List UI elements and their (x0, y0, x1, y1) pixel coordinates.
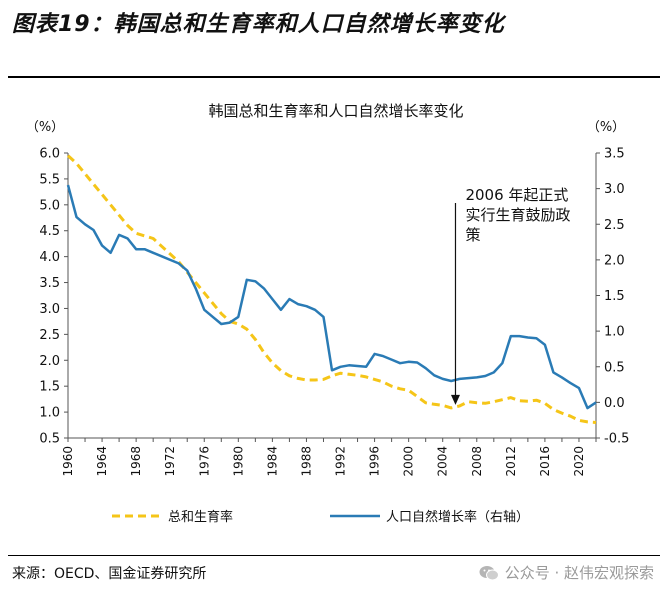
y-right-tick-label: 1.5 (604, 289, 625, 304)
y-right-tick-label: 1.0 (604, 325, 625, 340)
watermark-text: 公众号 · 赵伟宏观探索 (504, 564, 654, 582)
y-right-tick-label: -0.5 (604, 432, 629, 447)
x-tick-label: 2016 (538, 446, 552, 477)
y-left-tick-label: 2.0 (39, 354, 60, 369)
legend: 总和生育率 人口自然增长率（右轴） (112, 509, 529, 525)
y-right-tick-label: 2.5 (604, 218, 625, 233)
y-left-tick-label: 2.5 (39, 328, 60, 343)
x-tick-label: 2012 (504, 446, 518, 477)
axes: 0.5 1.0 1.5 2.0 2.5 3.0 3.5 4.0 4.5 5.0 5.5 6.0 -0.5… (39, 147, 629, 477)
y-left-tick-label: 5.5 (39, 172, 60, 187)
annotation-text-line: 实行生育鼓励政 (465, 206, 570, 224)
legend-label: 人口自然增长率（右轴） (386, 509, 529, 525)
source-note: 来源：OECD、国金证券研究所 (12, 566, 207, 582)
y-left-tick-label: 6.0 (39, 147, 60, 162)
source-divider (8, 555, 660, 556)
y-left-tick-label: 4.0 (39, 250, 60, 265)
x-tick-label: 1980 (231, 446, 245, 477)
y-left-tick-label: 4.5 (39, 224, 60, 239)
y-right-tick-label: 0.5 (604, 360, 625, 375)
y-axis-right-label: （%） (587, 120, 625, 135)
x-tick-label: 2004 (436, 446, 450, 477)
y-left-tick-label: 3.5 (39, 276, 60, 291)
x-tick-label: 1964 (95, 446, 109, 477)
figure-title: 图表19：韩国总和生育率和人口自然增长率变化 (12, 12, 505, 37)
x-tick-label: 2000 (402, 446, 416, 477)
y-left-tick-label: 0.5 (39, 432, 60, 447)
y-left-tick-label: 1.5 (39, 380, 60, 395)
watermark: 公众号 · 赵伟宏观探索 (479, 562, 654, 583)
annotation-text-line: 2006 年起正式 (465, 186, 568, 204)
chart-title: 韩国总和生育率和人口自然增长率变化 (208, 102, 463, 120)
x-tick-label: 1992 (334, 446, 348, 477)
x-tick-label: 1988 (299, 446, 313, 477)
y-left-tick-label: 3.0 (39, 302, 60, 317)
y-axis-left-label: （%） (26, 120, 64, 135)
title-divider (8, 76, 660, 78)
annotation-arrow-head (450, 394, 460, 405)
x-tick-label: 1968 (129, 446, 143, 477)
x-tick-label: 1976 (197, 446, 211, 477)
x-tick-label: 2020 (572, 446, 586, 477)
y-left-tick-label: 1.0 (39, 406, 60, 421)
y-right-tick-label: 2.0 (604, 253, 625, 268)
series-line-fertility (66, 154, 597, 424)
y-right-tick-label: 0.0 (604, 396, 625, 411)
x-tick-label: 2008 (470, 446, 484, 477)
y-right-tick-label: 3.5 (604, 147, 625, 162)
y-right-tick-label: 3.0 (604, 182, 625, 197)
x-tick-label: 1984 (265, 446, 279, 477)
wechat-icon (479, 565, 499, 580)
series-line-natural-growth (66, 184, 597, 410)
legend-label: 总和生育率 (168, 509, 233, 525)
annotation-text-line: 策 (465, 226, 480, 244)
x-tick-label: 1996 (368, 446, 382, 477)
x-tick-label: 1960 (61, 446, 75, 477)
x-tick-label: 1972 (163, 446, 177, 477)
y-left-tick-label: 5.0 (39, 198, 60, 213)
series-lines (66, 154, 597, 424)
